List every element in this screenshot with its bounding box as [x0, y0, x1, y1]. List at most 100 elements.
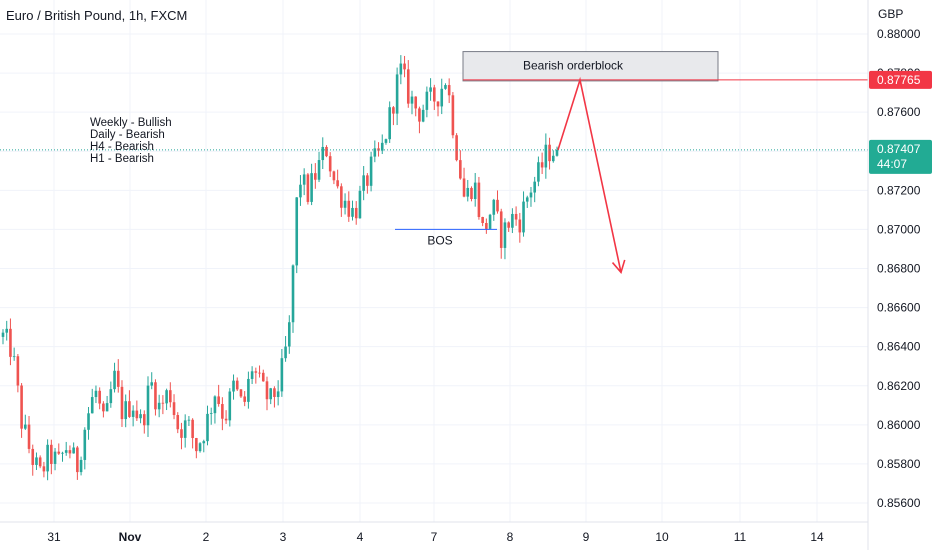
- candle-body: [503, 222, 507, 248]
- candle-body: [544, 144, 548, 168]
- candle-body: [64, 450, 68, 453]
- candle-body: [321, 146, 325, 161]
- grid: [0, 0, 868, 522]
- candle-body: [470, 187, 473, 199]
- candle-body: [406, 69, 410, 104]
- price-label-red: 0.87765: [869, 70, 932, 89]
- candle-body: [332, 171, 336, 181]
- candle-body: [135, 410, 139, 419]
- bias-annotation[interactable]: Weekly - Bullish Daily - Bearish H4 - Be…: [90, 117, 172, 165]
- candle-body: [206, 413, 209, 442]
- candle-body: [358, 190, 362, 219]
- candle-body: [433, 87, 436, 102]
- candle-body: [485, 222, 488, 229]
- candle-body: [366, 175, 369, 186]
- price-tick-labels: 0.880000.878000.876000.874000.872000.870…: [877, 27, 921, 510]
- candle-body: [42, 466, 46, 472]
- candle-body: [533, 181, 536, 193]
- candle-body: [12, 356, 16, 358]
- candle-body: [414, 96, 418, 109]
- candle-body: [24, 424, 27, 429]
- price-tick-label: 0.86800: [877, 262, 921, 276]
- price-label-current-text: 0.87407: [877, 142, 921, 156]
- candle-body: [261, 372, 265, 382]
- currency-label: GBP: [878, 7, 903, 21]
- candle-body: [53, 451, 57, 464]
- time-tick-label: 10: [655, 530, 669, 544]
- time-tick-label: Nov: [119, 530, 142, 544]
- price-tick-label: 0.85800: [877, 457, 921, 471]
- candle-body: [343, 200, 347, 208]
- candle-body: [522, 201, 525, 233]
- candle-body: [139, 414, 142, 419]
- candle-body: [27, 424, 31, 449]
- candle-body: [79, 459, 83, 473]
- candle-body: [284, 346, 287, 359]
- time-tick-label: 11: [734, 530, 747, 544]
- bos-label: BOS: [427, 233, 452, 247]
- orderblock-label: Bearish orderblock: [523, 59, 624, 73]
- candle-body: [180, 429, 183, 438]
- price-tick-label: 0.87000: [877, 222, 921, 236]
- candle-body: [235, 380, 239, 390]
- time-tick-labels: 31 Nov 2 3 4 7 8 9 10 11 14: [47, 530, 824, 544]
- candle-body: [187, 419, 191, 421]
- candle-body: [68, 450, 72, 454]
- candle-body: [83, 429, 87, 460]
- candle-body: [302, 174, 306, 185]
- candle-body: [94, 390, 98, 398]
- candle-body: [537, 162, 540, 182]
- candle-body: [499, 211, 503, 248]
- candle-body: [392, 107, 395, 114]
- candle-body: [38, 457, 42, 467]
- candle-body: [154, 382, 157, 410]
- candle-body: [250, 371, 254, 379]
- time-axis[interactable]: 31 Nov 2 3 4 7 8 9 10 11 14: [0, 521, 868, 544]
- candle-body: [265, 381, 269, 400]
- candle-body: [150, 382, 154, 386]
- candle-body: [373, 148, 377, 157]
- candle-body: [466, 187, 470, 197]
- candle-body: [198, 443, 202, 452]
- candle-body: [548, 144, 551, 162]
- arrow-head: [611, 259, 626, 275]
- candle-body: [325, 146, 328, 157]
- candle-body: [314, 173, 317, 180]
- price-tick-label: 0.86000: [877, 418, 921, 432]
- time-tick-label: 4: [357, 530, 364, 544]
- candle-body: [247, 378, 250, 402]
- candle-body: [224, 418, 228, 421]
- candle-body: [451, 95, 455, 136]
- candle-body: [336, 180, 339, 187]
- candle-body: [102, 403, 105, 412]
- candle-body: [317, 160, 321, 180]
- candle-body: [551, 155, 555, 162]
- time-tick-label: 2: [203, 530, 210, 544]
- candle-body: [232, 380, 235, 392]
- candle-body: [98, 390, 101, 404]
- price-axis[interactable]: GBP 0.880000.878000.876000.874000.872000…: [867, 0, 932, 550]
- candle-body: [243, 396, 246, 402]
- candle-body: [116, 370, 120, 387]
- time-tick-label: 9: [583, 530, 590, 544]
- candle-body: [306, 174, 310, 202]
- price-label-current-bg: [869, 139, 932, 174]
- candle-body: [195, 438, 198, 452]
- projection-arrow[interactable]: [557, 76, 622, 273]
- candle-body: [369, 156, 373, 186]
- price-tick-label: 0.86200: [877, 379, 921, 393]
- candle-body: [525, 197, 529, 202]
- candle-body: [169, 390, 172, 403]
- candle-body: [299, 184, 302, 198]
- bearish-orderblock-box[interactable]: [462, 51, 719, 82]
- candle-body: [31, 448, 35, 465]
- candle-body: [209, 413, 213, 414]
- candle-body: [131, 410, 135, 417]
- price-label-current: 0.87407 44:07: [869, 139, 932, 174]
- drawings: Bearish orderblock BOS: [0, 51, 868, 275]
- candle-body: [113, 370, 116, 390]
- candles: [1, 55, 559, 481]
- candle-body: [76, 447, 79, 473]
- candle-body: [183, 420, 187, 438]
- time-tick-label: 31: [47, 530, 61, 544]
